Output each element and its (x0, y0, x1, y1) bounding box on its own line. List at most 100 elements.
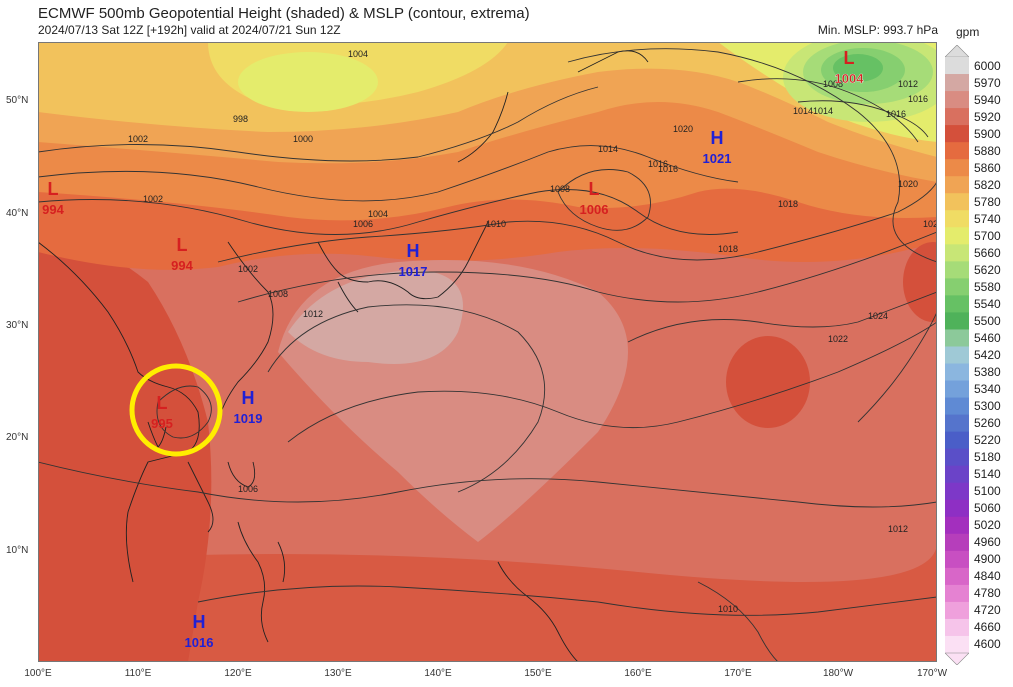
high-center-letter: H (407, 241, 420, 261)
colorbar-label: 4600 (974, 637, 1001, 652)
colorbar-label: 5420 (974, 348, 1001, 362)
isobar-label: 1016 (658, 164, 678, 174)
isobar-label: 1004 (348, 49, 368, 59)
isobar-label: 1016 (648, 159, 668, 169)
colorbar-swatch (945, 397, 969, 416)
isobar-label: 1006 (353, 219, 373, 229)
isobar-labels: 1004 1008 1014 1016 1020 1014 1016 1012 … (128, 49, 937, 614)
high-center-letter: H (193, 612, 206, 632)
colorbar-swatch (945, 550, 969, 569)
colorbar-swatch (945, 244, 969, 262)
colorbar-label: 5920 (974, 109, 1001, 124)
map-frame (38, 42, 937, 662)
coastlines (38, 50, 649, 662)
colorbar-label: 5500 (974, 313, 1001, 328)
colorbar-label: 6000 (974, 58, 1001, 73)
colorbar-swatch (945, 414, 969, 433)
isobar-label: 1008 (268, 289, 288, 299)
colorbar-label: 4960 (974, 535, 1001, 550)
colorbar-label: 5260 (974, 416, 1001, 431)
colorbar-swatch (945, 601, 969, 620)
low-center-letter: L (48, 179, 59, 199)
colorbar-swatch (945, 635, 969, 654)
isobar-label: 1002 (238, 264, 258, 274)
height-fill-5880-blob (726, 336, 810, 428)
colorbar-bottom-arrow (945, 652, 969, 665)
colorbar-label: 5340 (974, 382, 1001, 397)
pressure-centers: L 1004 H 1021 L 1006 L 994 L 994 H 1017 … (42, 48, 864, 650)
lon-label: 100°E (24, 668, 52, 679)
colorbar-label: 4900 (974, 552, 1001, 567)
chart-title: ECMWF 500mb Geopotential Height (shaded)… (38, 5, 530, 22)
lat-label-40n: 40°N (6, 208, 29, 219)
colorbar-top-arrow (945, 45, 969, 58)
isobar-label: 1012 (303, 309, 323, 319)
colorbar-swatch (945, 618, 969, 637)
colorbar-label: 5020 (974, 518, 1001, 533)
high-center-value: 1021 (703, 151, 732, 166)
lon-label: 120°E (224, 668, 252, 679)
colorbar-swatch (945, 74, 969, 92)
low-center-value: 994 (171, 258, 193, 273)
colorbar-swatch (945, 516, 969, 535)
colorbar-swatch (945, 448, 969, 467)
low-center-value: 1006 (580, 202, 609, 217)
colorbar-label: 4720 (974, 603, 1001, 618)
colorbar-label: 5060 (974, 501, 1001, 516)
height-fill-5900-south (38, 542, 937, 662)
isobar-label: 998 (233, 114, 248, 124)
lon-label: 170°W (916, 668, 948, 679)
colorbar-swatch (945, 261, 969, 279)
colorbar-swatch (945, 312, 969, 330)
colorbar-label: 5860 (974, 160, 1001, 175)
colorbar-swatch (945, 363, 969, 382)
isobar-label: 1002 (143, 194, 163, 204)
isobar-label: 1018 (778, 199, 798, 209)
low-center-letter: L (844, 48, 855, 68)
low-center-letter: L (177, 235, 188, 255)
colorbar-swatch (945, 482, 969, 501)
high-center-value: 1019 (234, 411, 263, 426)
lat-label-30n: 30°N (6, 320, 29, 331)
height-fill-5880-west (38, 222, 212, 662)
colorbar-swatch (945, 108, 969, 126)
lon-label: 140°E (424, 668, 452, 679)
isobar-label: 1004 (368, 209, 388, 219)
isobar-label: 1010 (486, 219, 506, 229)
colorbar-label: 4840 (974, 569, 1001, 584)
isobars (38, 48, 937, 662)
colorbar-swatch (945, 193, 969, 211)
high-center-letter: H (242, 388, 255, 408)
colorbar-swatch (945, 295, 969, 313)
isobar-label: 1016 (886, 109, 906, 119)
isobar-label: 1010 (718, 604, 738, 614)
colorbar-label: 5580 (974, 279, 1001, 294)
low-center-value: 994 (42, 202, 64, 217)
isobar-label: 1024 (868, 311, 888, 321)
colorbar-swatch (945, 159, 969, 177)
colorbar-label: 5940 (974, 92, 1001, 107)
isobar-label: 1012 (898, 79, 918, 89)
high-center-letter: H (711, 128, 724, 148)
low-center-value: 1004 (835, 71, 865, 86)
colorbar-swatch (945, 125, 969, 143)
isobar-label: 1020 (673, 124, 693, 134)
colorbar-label: 5660 (974, 245, 1001, 260)
high-center-value: 1017 (399, 264, 428, 279)
colorbar-swatch (945, 91, 969, 109)
colorbar-label: 5300 (974, 399, 1001, 414)
isobar-label: 1020 (898, 179, 918, 189)
height-fill-5940 (288, 270, 463, 364)
colorbar-label: 5700 (974, 228, 1001, 243)
isobar-label: 1006 (238, 484, 258, 494)
colorbar-swatch (945, 329, 969, 347)
weather-map[interactable]: 1004 1008 1014 1016 1020 1014 1016 1012 … (38, 42, 937, 662)
lon-label: 150°E (524, 668, 552, 679)
isobar-label: 1008 (550, 184, 570, 194)
colorbar-swatch (945, 431, 969, 450)
min-mslp-readout: Min. MSLP: 993.7 hPa (817, 23, 938, 37)
colorbar-label: 5180 (974, 450, 1001, 465)
isobar-label: 1000 (293, 134, 313, 144)
colorbar-swatch (945, 465, 969, 484)
colorbar-label: 5880 (974, 143, 1001, 158)
